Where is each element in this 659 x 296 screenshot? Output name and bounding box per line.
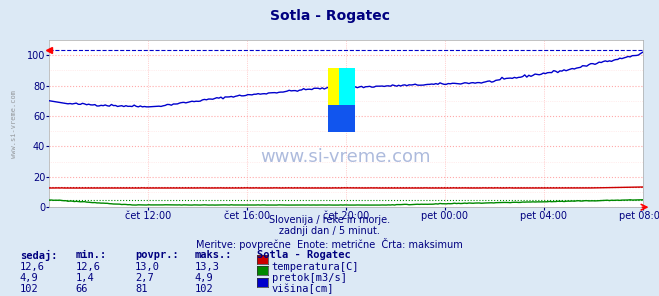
Text: 13,3: 13,3: [194, 262, 219, 272]
Text: 2,7: 2,7: [135, 273, 154, 283]
Text: 81: 81: [135, 284, 148, 294]
Text: 4,9: 4,9: [194, 273, 213, 283]
Text: 12,6: 12,6: [76, 262, 101, 272]
Text: Sotla - Rogatec: Sotla - Rogatec: [270, 9, 389, 23]
Text: povpr.:: povpr.:: [135, 250, 179, 260]
Text: www.si-vreme.com: www.si-vreme.com: [261, 148, 431, 166]
Text: Meritve: povprečne  Enote: metrične  Črta: maksimum: Meritve: povprečne Enote: metrične Črta:…: [196, 238, 463, 250]
Text: 13,0: 13,0: [135, 262, 160, 272]
Text: 4,9: 4,9: [20, 273, 38, 283]
Bar: [328, 68, 343, 110]
Text: sedaj:: sedaj:: [20, 250, 57, 261]
Text: maks.:: maks.:: [194, 250, 232, 260]
Text: 1,4: 1,4: [76, 273, 94, 283]
Text: zadnji dan / 5 minut.: zadnji dan / 5 minut.: [279, 226, 380, 237]
Text: 12,6: 12,6: [20, 262, 45, 272]
Text: Slovenija / reke in morje.: Slovenija / reke in morje.: [269, 215, 390, 225]
Text: www.si-vreme.com: www.si-vreme.com: [11, 90, 17, 157]
Text: višina[cm]: višina[cm]: [272, 284, 334, 295]
Text: Sotla - Rogatec: Sotla - Rogatec: [257, 250, 351, 260]
Bar: [339, 68, 355, 110]
Text: 66: 66: [76, 284, 88, 294]
Text: pretok[m3/s]: pretok[m3/s]: [272, 273, 347, 283]
Text: 102: 102: [20, 284, 38, 294]
Text: min.:: min.:: [76, 250, 107, 260]
Text: temperatura[C]: temperatura[C]: [272, 262, 359, 272]
Bar: [328, 105, 355, 132]
Text: 102: 102: [194, 284, 213, 294]
